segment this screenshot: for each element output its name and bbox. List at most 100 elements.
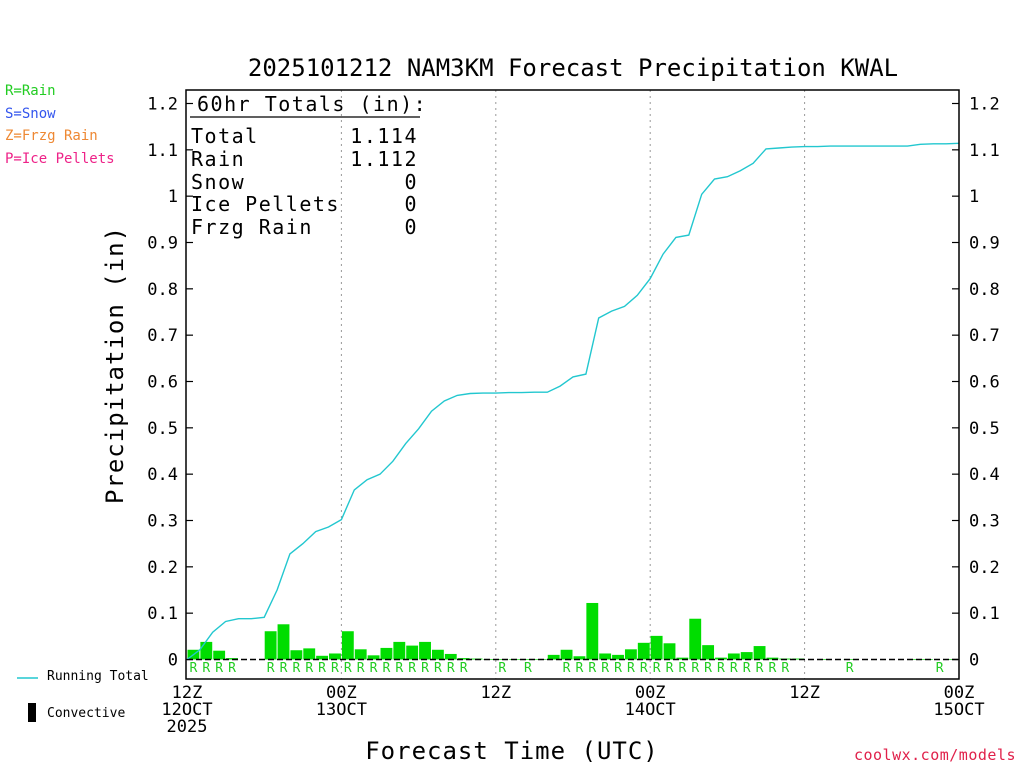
x-tick-label: 14OCT	[625, 700, 676, 720]
precip-bar	[560, 649, 573, 660]
x-tick-label: 00Z	[944, 683, 975, 703]
precip-bar	[573, 656, 586, 660]
ptype-label: R	[331, 661, 339, 676]
y-tick-label-right: 0.2	[969, 558, 1000, 578]
totals-value-rain: 1.112	[350, 147, 418, 171]
ptype-legend-frzg-rain: Z=Frzg Rain	[5, 128, 98, 144]
y-tick-label-left: 1	[168, 187, 178, 207]
ptype-label: R	[370, 661, 378, 676]
ptype-label: R	[717, 661, 725, 676]
ptype-label: R	[524, 661, 532, 676]
precip-bar	[290, 650, 303, 660]
ptype-label: R	[730, 661, 738, 676]
precip-bars	[187, 602, 959, 660]
ptype-label: R	[383, 661, 391, 676]
ptype-label: R	[395, 661, 403, 676]
y-tick-label-left: 1.2	[147, 95, 178, 115]
ptype-label: R	[666, 661, 674, 676]
precip-bar	[663, 643, 676, 660]
x-tick-label: 12Z	[172, 683, 203, 703]
precip-bar	[380, 647, 393, 660]
totals-value-frzg-rain: 0	[404, 215, 418, 239]
x-tick-label: 12Z	[480, 683, 511, 703]
precip-bar	[740, 652, 753, 660]
precip-bar	[457, 658, 470, 660]
ptype-label: R	[678, 661, 686, 676]
ptype-label: R	[653, 661, 661, 676]
precip-bar	[303, 648, 316, 660]
precip-bar	[367, 655, 380, 660]
ptype-label: R	[202, 661, 210, 676]
ptype-label: R	[936, 661, 944, 676]
y-tick-label-left: 0.3	[147, 512, 178, 532]
precip-bar	[817, 659, 830, 660]
credit-text: coolwx.com/models	[853, 746, 1016, 764]
y-tick-label-left: 0.8	[147, 280, 178, 300]
ptype-label: R	[614, 661, 622, 676]
precip-bar	[689, 618, 702, 660]
precip-bar	[316, 655, 329, 660]
ptype-label: R	[408, 661, 416, 676]
y-tick-label-left: 1.1	[147, 141, 178, 161]
y-axis-ticks: 0 00.1 0.10.2 0.20.3 0.30.4 0.40.5 0.50.6 0.60.…	[147, 95, 999, 671]
y-tick-label-right: 0.7	[969, 326, 1000, 346]
precip-bar	[715, 657, 727, 660]
totals-value-total: 1.114	[350, 124, 418, 148]
precip-bar	[444, 653, 457, 660]
precip-bar	[792, 658, 805, 660]
y-tick-label-left: 0	[168, 651, 178, 671]
ptype-label: R	[190, 661, 198, 676]
ptype-legend-rain: R=Rain	[5, 83, 56, 99]
ptype-label: R	[280, 661, 288, 676]
precip-bar	[354, 649, 367, 660]
precip-bar	[431, 649, 444, 660]
ptype-label: R	[846, 661, 854, 676]
precip-bar	[599, 653, 612, 660]
running-total-legend-text: Running Total	[47, 669, 149, 684]
ptype-label: R	[781, 661, 789, 676]
precip-bar	[766, 657, 779, 660]
ptype-label: R	[743, 661, 751, 676]
ptype-label: R	[588, 661, 596, 676]
x-axis-label: Forecast Time (UTC)	[365, 737, 659, 765]
ptype-label: R	[627, 661, 635, 676]
totals-label-rain: Rain	[191, 147, 245, 171]
precip-bar	[753, 646, 766, 660]
chart-title: 2025101212 NAM3KM Forecast Precipitation…	[248, 54, 898, 82]
ptype-label: R	[769, 661, 777, 676]
precip-bar	[264, 631, 277, 660]
y-tick-label-right: 1.1	[969, 141, 1000, 161]
y-tick-label-right: 0.9	[969, 234, 1000, 254]
ptype-label: R	[357, 661, 365, 676]
ptype-legend-snow: S=Snow	[5, 105, 56, 122]
ptype-label: R	[576, 661, 584, 676]
y-tick-label-right: 0.3	[969, 512, 1000, 532]
precip-bar	[624, 649, 637, 660]
y-tick-label-right: 0.5	[969, 419, 1000, 439]
y-tick-label-left: 0.2	[147, 558, 178, 578]
y-tick-label-left: 0.9	[147, 234, 178, 254]
totals-value-ice-pellets: 0	[404, 192, 418, 216]
totals-value-snow: 0	[404, 170, 418, 194]
totals-box: 60hr Totals (in): Total 1.114 Rain 1.112…	[190, 92, 426, 239]
precip-bar	[637, 642, 650, 660]
y-tick-label-right: 0.6	[969, 373, 1000, 393]
ptype-label: R	[563, 661, 571, 676]
y-tick-label-right: 0.8	[969, 280, 1000, 300]
precip-bar	[547, 654, 560, 660]
precip-bar	[586, 602, 599, 660]
precip-bar	[329, 653, 341, 660]
y-tick-label-right: 0.1	[969, 604, 1000, 624]
ptype-legend-ice-pellets: P=Ice Pellets	[5, 150, 115, 167]
ptype-label: R	[318, 661, 326, 676]
precip-bar	[908, 659, 920, 660]
y-tick-label-left: 0.7	[147, 326, 178, 346]
ptype-label: R	[447, 661, 455, 676]
x-tick-label: 00Z	[326, 683, 357, 703]
ptype-label: R	[228, 661, 236, 676]
ptype-label: R	[292, 661, 300, 676]
precip-bar	[612, 654, 624, 660]
y-tick-label-right: 0.4	[969, 465, 1000, 485]
